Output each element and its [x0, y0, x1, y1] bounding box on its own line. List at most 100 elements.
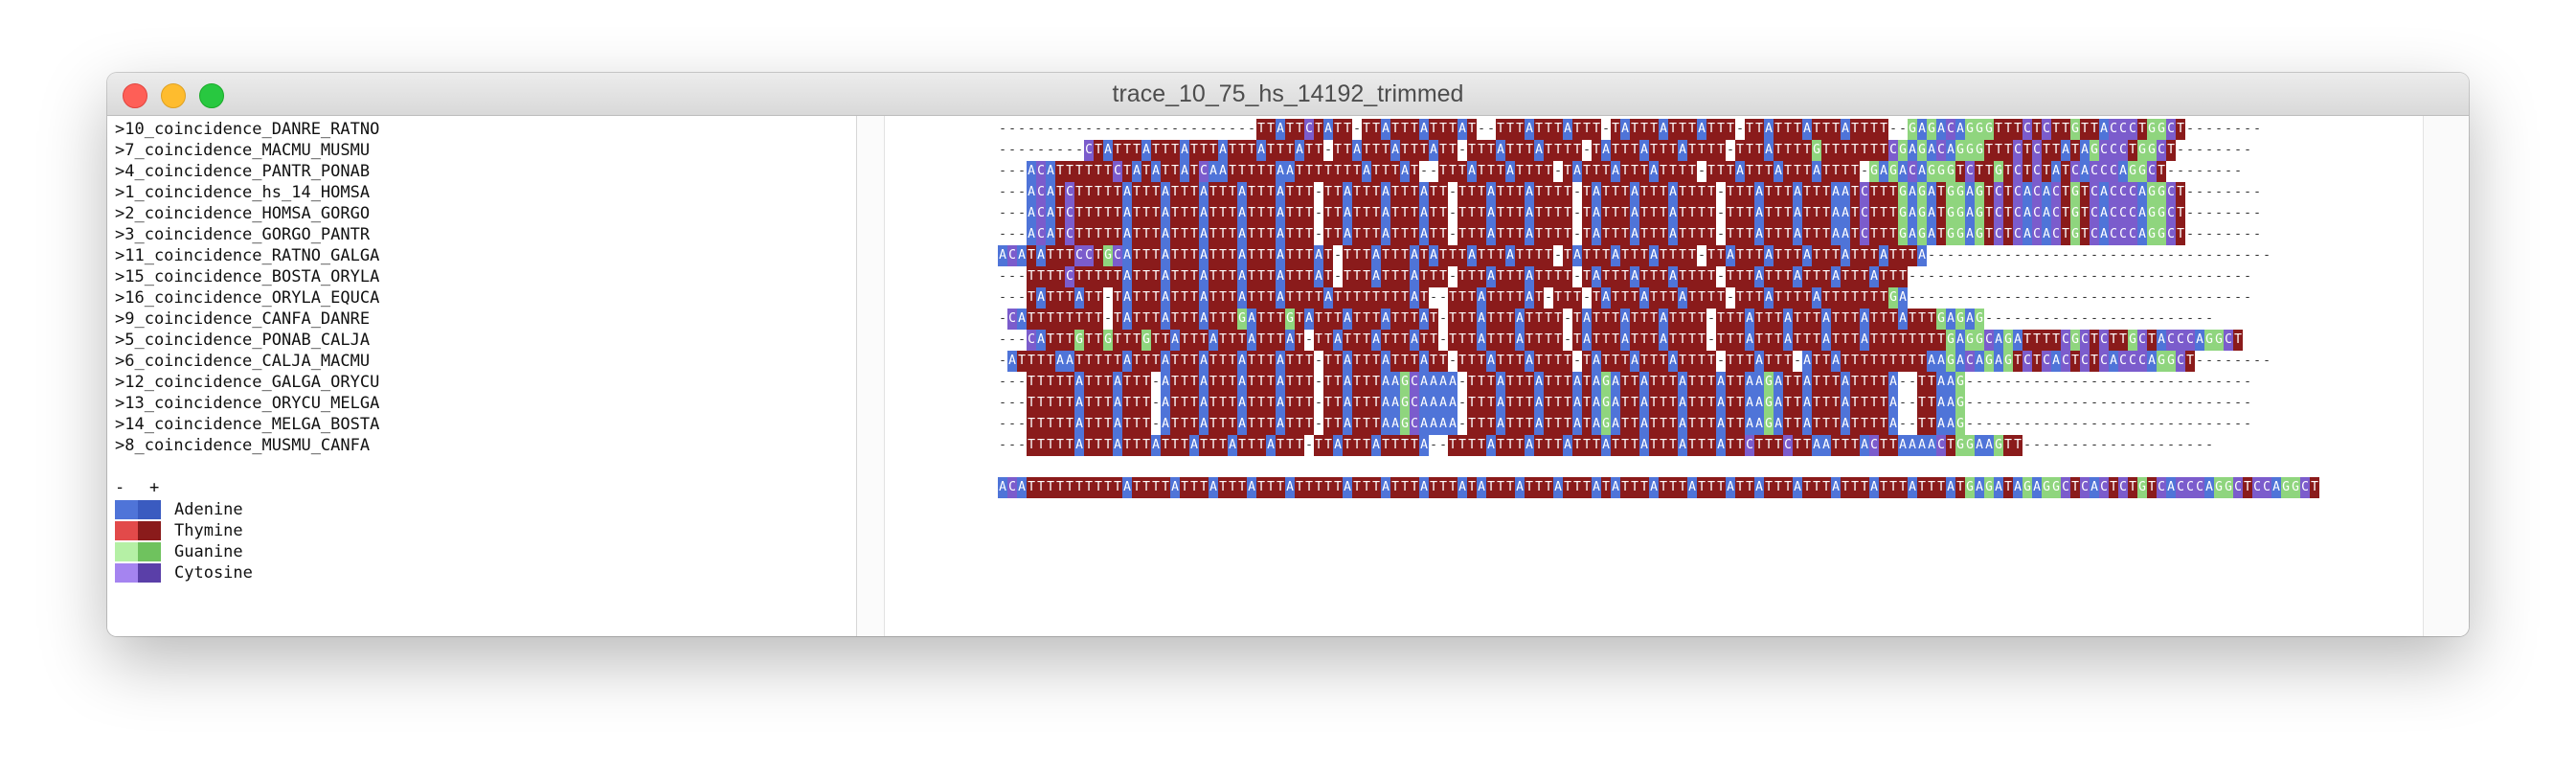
base-cell: A	[1161, 203, 1170, 224]
sequence-name[interactable]: >5_coincidence_PONAB_CALJA	[115, 331, 371, 350]
base-cell: T	[1132, 140, 1141, 161]
gap-cell: -	[2081, 375, 2089, 389]
base-cell: A	[1630, 351, 1639, 372]
sequence-name[interactable]: >3_coincidence_GORGO_PANTR	[115, 225, 371, 244]
base-cell: T	[1228, 287, 1237, 309]
base-cell: G	[2051, 477, 2061, 498]
base-cell: T	[1687, 140, 1697, 161]
base-cell: T	[1055, 224, 1065, 245]
base-cell: G	[2224, 477, 2233, 498]
base-cell: T	[1869, 330, 1879, 351]
gap-cell: -	[1458, 396, 1466, 410]
base-cell: T	[1256, 435, 1266, 456]
zoom-window-button[interactable]	[199, 83, 224, 108]
base-cell: T	[1410, 119, 1419, 140]
base-cell: T	[1572, 287, 1582, 309]
base-cell: T	[1572, 435, 1582, 456]
sequence-name[interactable]: >11_coincidence_RATNO_GALGA	[115, 246, 380, 265]
sequence-name[interactable]: >12_coincidence_GALGA_ORYCU	[115, 373, 380, 392]
base-cell: T	[2003, 119, 2013, 140]
base-cell: A	[1592, 224, 1601, 245]
base-cell: T	[1074, 266, 1084, 287]
sequence-name[interactable]: >14_coincidence_MELGA_BOSTA	[115, 415, 380, 434]
base-cell: T	[1151, 477, 1161, 498]
base-cell: T	[1821, 477, 1831, 498]
base-cell: T	[1745, 182, 1754, 203]
base-cell: T	[1831, 435, 1841, 456]
pane-divider[interactable]	[857, 116, 885, 636]
close-window-button[interactable]	[123, 83, 147, 108]
base-cell: T	[1984, 161, 1994, 182]
base-cell: T	[1141, 372, 1151, 393]
base-cell: T	[1036, 351, 1046, 372]
base-cell: T	[1783, 351, 1793, 372]
base-cell: T	[1094, 224, 1103, 245]
sequence-name[interactable]: >1_coincidence_hs_14_HOMSA	[115, 183, 371, 202]
base-cell: T	[1055, 330, 1065, 351]
gap-cell: -	[2177, 311, 2184, 326]
sequence-name[interactable]: >13_coincidence_ORYCU_MELGA	[115, 394, 380, 413]
base-cell: T	[1745, 161, 1754, 182]
base-cell: T	[1793, 393, 1802, 414]
sequence-name[interactable]: >9_coincidence_CANFA_DANRE	[115, 309, 371, 329]
base-cell: T	[1515, 266, 1525, 287]
gap-cell: -	[1104, 122, 1112, 136]
sequence-name[interactable]: >15_coincidence_BOSTA_ORYLA	[115, 267, 380, 286]
minimize-window-button[interactable]	[161, 83, 186, 108]
base-cell: T	[1745, 477, 1754, 498]
zoom-out-button[interactable]: -	[115, 478, 125, 497]
base-cell: T	[1697, 414, 1706, 435]
base-cell: A	[1419, 351, 1429, 372]
zoom-in-button[interactable]: +	[149, 478, 160, 497]
base-cell: T	[1496, 224, 1505, 245]
base-cell: G	[1965, 435, 1975, 456]
base-cell: T	[1477, 266, 1486, 287]
base-cell: A	[1276, 224, 1285, 245]
base-cell: T	[1649, 309, 1659, 330]
base-cell: T	[1381, 330, 1390, 351]
base-cell: T	[1094, 203, 1103, 224]
base-cell: T	[1209, 140, 1218, 161]
base-cell: T	[1094, 414, 1103, 435]
base-cell: T	[1544, 309, 1553, 330]
base-cell: T	[1544, 393, 1553, 414]
base-cell: A	[1726, 477, 1735, 498]
gap-cell: -	[2071, 248, 2079, 263]
sequence-name[interactable]: >10_coincidence_DANRE_RATNO	[115, 120, 380, 139]
sequence-name[interactable]: >7_coincidence_MACMU_MUSMU	[115, 141, 371, 160]
gap-cell: -	[2205, 122, 2213, 136]
vertical-scrollbar[interactable]	[2423, 116, 2469, 636]
sequence-name[interactable]: >8_coincidence_MUSMU_CANFA	[115, 436, 371, 455]
base-cell: T	[1869, 287, 1879, 309]
base-cell: T	[1821, 351, 1831, 372]
sequence-name[interactable]: >4_coincidence_PANTR_PONAB	[115, 162, 371, 181]
base-cell: T	[1438, 266, 1448, 287]
base-cell: T	[1266, 330, 1276, 351]
base-cell: T	[1649, 182, 1659, 203]
base-cell: T	[1256, 119, 1266, 140]
base-cell: A	[1841, 414, 1850, 435]
base-cell: A	[1448, 393, 1457, 414]
base-cell: C	[2061, 330, 2070, 351]
base-cell: T	[1074, 477, 1084, 498]
base-cell: T	[1735, 287, 1745, 309]
base-cell: T	[1477, 435, 1486, 456]
base-cell: T	[2013, 119, 2022, 140]
sequence-name[interactable]: >2_coincidence_HOMSA_GORGO	[115, 204, 371, 223]
base-cell: G	[1965, 330, 1975, 351]
base-cell: T	[1553, 119, 1563, 140]
base-cell: T	[2176, 119, 2185, 140]
gap-cell: -	[2244, 269, 2251, 284]
sequence-name[interactable]: >16_coincidence_ORYLA_EQUCA	[115, 288, 380, 308]
base-cell: T	[1352, 182, 1362, 203]
base-cell: T	[1055, 287, 1065, 309]
gap-cell: -	[2234, 164, 2242, 178]
base-cell: T	[1668, 161, 1678, 182]
base-cell: T	[1180, 266, 1189, 287]
base-cell: A	[1113, 393, 1122, 414]
base-cell: T	[1371, 140, 1381, 161]
base-cell: A	[1764, 245, 1774, 266]
base-cell: A	[1410, 266, 1419, 287]
sequence-name[interactable]: >6_coincidence_CALJA_MACMU	[115, 352, 371, 371]
